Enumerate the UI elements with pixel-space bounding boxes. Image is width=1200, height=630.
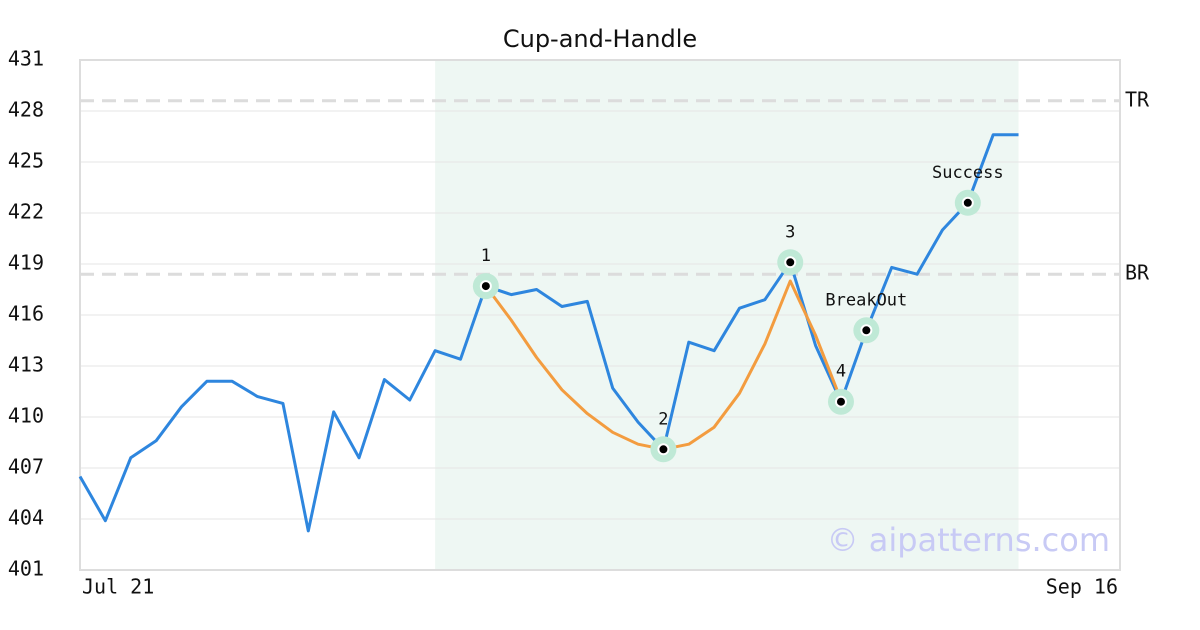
y-tick-label: 407 <box>8 455 44 479</box>
x-tick-label: Sep 16 <box>1046 575 1118 599</box>
pivot-point <box>784 256 797 269</box>
pivot-label: Success <box>932 163 1004 183</box>
y-tick-label: 404 <box>8 506 44 530</box>
y-tick-label: 416 <box>8 302 44 326</box>
watermark: © aipatterns.com <box>827 521 1110 559</box>
pivot-label: BreakOut <box>825 290 907 310</box>
level-label: BR <box>1125 261 1150 285</box>
pivot-point <box>834 395 847 408</box>
level-label: TR <box>1125 87 1150 111</box>
y-tick-label: 419 <box>8 251 44 275</box>
y-tick-label: 401 <box>8 557 44 581</box>
chart-title: Cup-and-Handle <box>503 25 697 53</box>
pivot-label: 4 <box>836 362 846 382</box>
pivot-point <box>657 443 670 456</box>
y-tick-label: 410 <box>8 404 44 428</box>
pivot-label: 1 <box>481 246 491 266</box>
y-tick-label: 413 <box>8 353 44 377</box>
pivot-label: 3 <box>785 222 795 242</box>
y-tick-label: 425 <box>8 149 44 173</box>
pivot-label: 2 <box>658 409 668 429</box>
pivot-point <box>860 324 873 337</box>
y-tick-label: 422 <box>8 200 44 224</box>
plot-frame <box>79 59 1121 571</box>
x-tick-label: Jul 21 <box>82 575 154 599</box>
y-tick-label: 431 <box>8 47 44 71</box>
pivot-point <box>961 196 974 209</box>
pivot-point <box>479 280 492 293</box>
y-tick-label: 428 <box>8 98 44 122</box>
